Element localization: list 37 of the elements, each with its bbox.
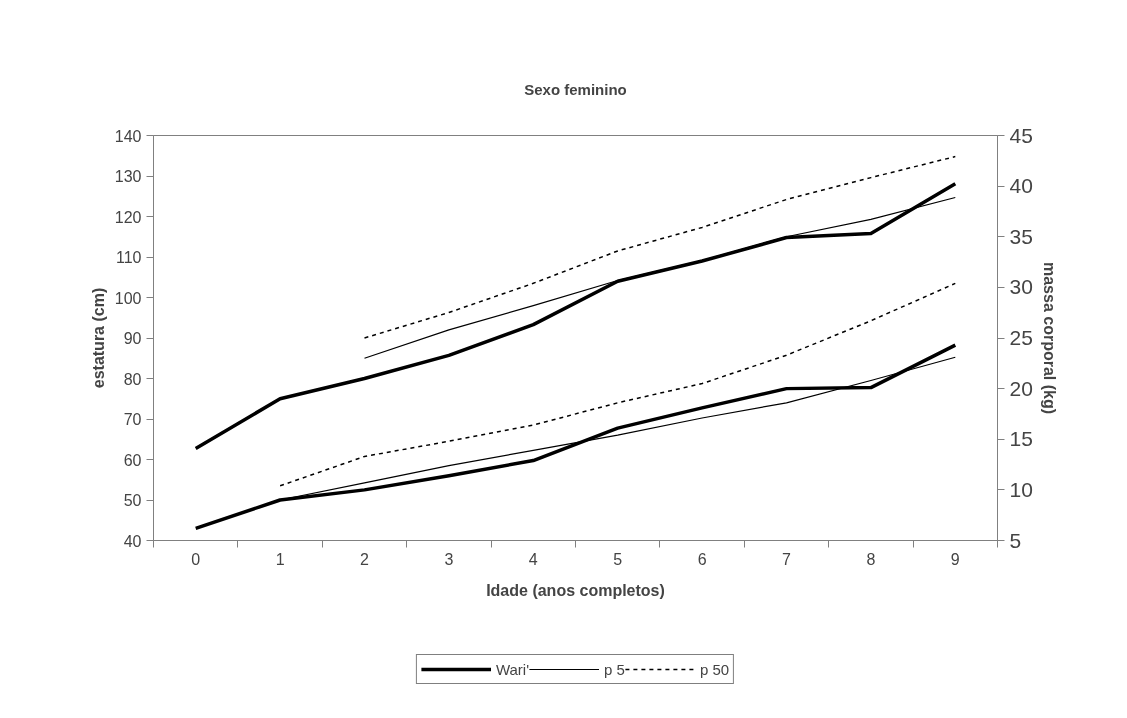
y-tick-label: 70 — [123, 411, 142, 428]
x-tick-label: 4 — [528, 550, 538, 568]
y2-tick-label: 5 — [1009, 528, 1022, 552]
legend-label: p 5 — [604, 660, 625, 678]
x-tick-label: 9 — [950, 550, 960, 568]
y2-tick-label: 15 — [1009, 427, 1033, 451]
y-tick-label: 90 — [123, 330, 142, 347]
y2-tick-label: 30 — [1009, 275, 1033, 299]
y-tick-label: 50 — [123, 492, 142, 509]
legend-label: p 50 — [699, 660, 730, 678]
x-tick-label: 3 — [444, 550, 454, 568]
y2-tick-label: 40 — [1009, 174, 1033, 198]
x-tick-label: 7 — [782, 550, 792, 568]
y-tick-label: 110 — [115, 249, 142, 266]
x-tick-label: 1 — [275, 550, 285, 568]
y-tick-label: 130 — [114, 168, 142, 185]
y-tick-label: 60 — [123, 451, 142, 469]
y-tick-label: 140 — [114, 127, 142, 145]
y-tick-label: 40 — [123, 532, 142, 550]
y2-tick-label: 35 — [1009, 224, 1033, 248]
y-tick-label: 80 — [123, 370, 142, 388]
y2-axis-title: massa corporal (kg) — [1040, 261, 1058, 415]
x-tick-label: 0 — [191, 550, 201, 568]
y2-tick-label: 45 — [1009, 123, 1033, 147]
x-tick-label: 5 — [613, 550, 623, 568]
y-axis-title: estatura (cm) — [89, 287, 107, 389]
y2-tick-label: 10 — [1009, 477, 1033, 501]
y2-tick-label: 25 — [1009, 326, 1033, 349]
y2-tick-label: 20 — [1009, 376, 1033, 400]
y-tick-label: 100 — [114, 289, 142, 307]
chart-title: Sexo feminino — [524, 81, 627, 98]
x-tick-label: 8 — [866, 550, 876, 568]
x-tick-label: 6 — [697, 550, 707, 568]
x-tick-label: 2 — [360, 550, 370, 568]
legend-label: Wari' — [495, 660, 530, 678]
x-axis-title: Idade (anos completos) — [486, 581, 665, 599]
y-tick-label: 120 — [114, 208, 142, 226]
